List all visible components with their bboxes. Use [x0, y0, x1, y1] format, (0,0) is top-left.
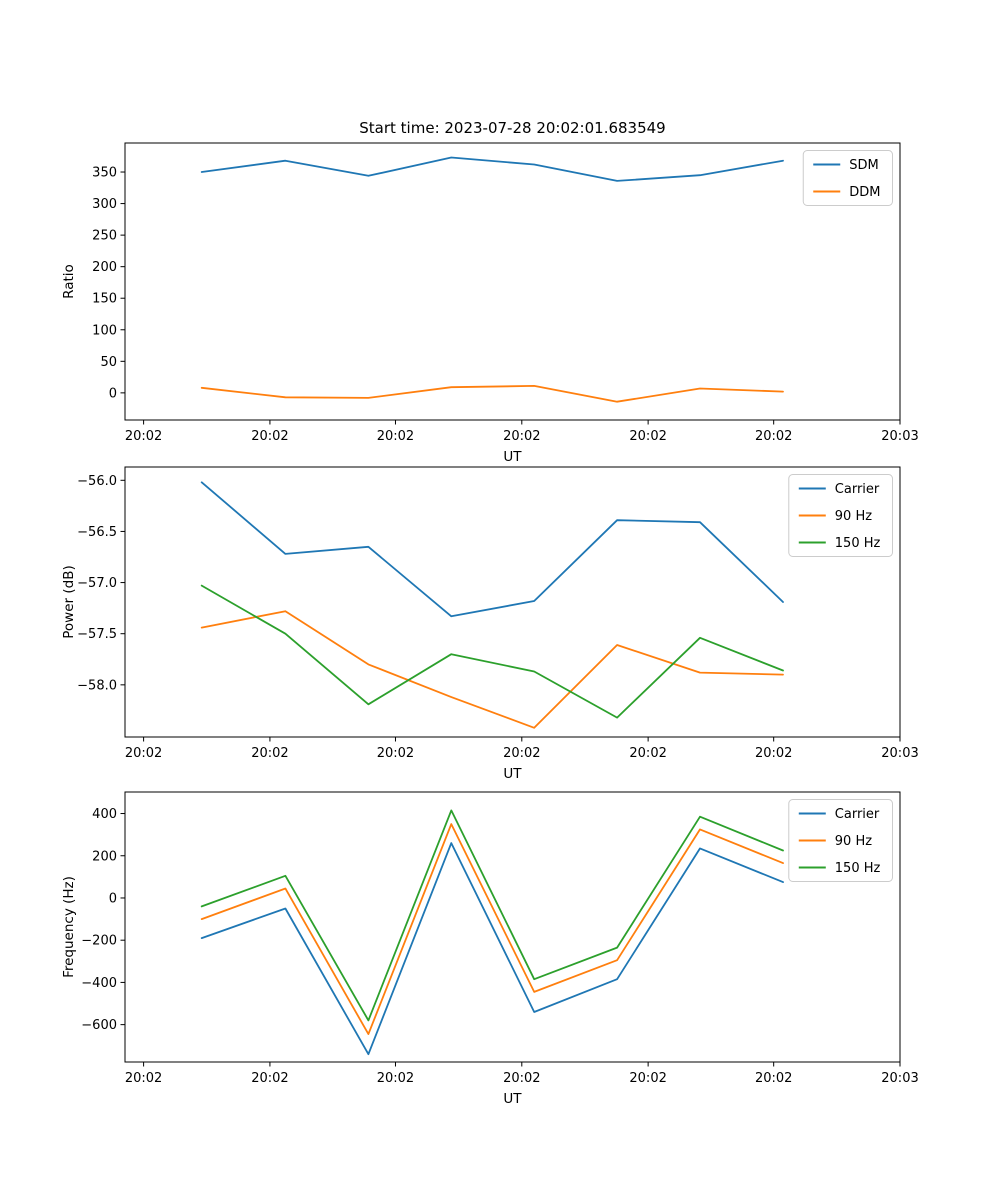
y-tick-label: 250: [92, 229, 117, 244]
x-tick-label: 20:02: [251, 1071, 288, 1086]
x-tick-label: 20:02: [125, 1071, 162, 1086]
x-tick-label: 20:02: [125, 746, 162, 761]
x-tick-label: 20:02: [251, 429, 288, 444]
y-axis: 0 50 100 150 200 250 300 350: [92, 166, 125, 401]
figure-title: Start time: 2023-07-28 20:02:01.683549: [359, 119, 666, 137]
y-axis-label: Ratio: [61, 264, 77, 299]
x-tick-label: 20:02: [629, 746, 666, 761]
legend-label: Carrier: [835, 807, 880, 822]
x-axis: 20:02 20:02 20:02 20:02 20:02 20:02 20:03: [125, 420, 919, 444]
x-tick-label: 20:02: [377, 746, 414, 761]
legend-box: [788, 799, 893, 882]
y-tick-label: 100: [92, 323, 117, 338]
series-line-90-hz: [200, 823, 784, 1035]
x-axis: 20:02 20:02 20:02 20:02 20:02 20:02 20:03: [125, 1062, 919, 1086]
y-axis-label: Frequency (Hz): [61, 876, 77, 978]
y-axis: −600 −400 −200 0 200 400: [81, 807, 125, 1033]
x-tick-label: 20:02: [755, 746, 792, 761]
legend-label: DDM: [849, 185, 880, 200]
y-tick-label: −56.0: [77, 474, 117, 489]
y-tick-label: 0: [109, 891, 117, 906]
y-tick-label: −57.0: [77, 576, 117, 591]
y-tick-label: 300: [92, 197, 117, 212]
subplot-power: −58.0−57.5−57.0−56.5−56.020:02 20:02 20:02…: [61, 466, 919, 782]
x-tick-label: 20:02: [629, 429, 666, 444]
series-line-ddm: [200, 384, 784, 403]
x-axis-label: UT: [503, 1091, 522, 1107]
y-tick-label: −600: [81, 1018, 117, 1033]
y-tick-label: 200: [92, 849, 117, 864]
legend: Carrier 90 Hz 150 Hz: [788, 474, 893, 557]
x-tick-label: 20:03: [881, 1071, 918, 1086]
x-tick-label: 20:02: [503, 1071, 540, 1086]
legend: SDM DDM: [802, 150, 893, 206]
x-tick-label: 20:02: [503, 746, 540, 761]
y-tick-label: −200: [81, 934, 117, 949]
x-axis-label: UT: [503, 449, 522, 465]
y-axis-label: Power (dB): [61, 565, 77, 638]
legend-label: SDM: [849, 158, 878, 173]
y-axis: −58.0 −57.5 −57.0 −56.5 −56.0: [77, 474, 125, 693]
x-axis-label: UT: [503, 766, 522, 782]
series-line-carrier: [200, 842, 784, 1056]
legend-label: 150 Hz: [835, 536, 881, 551]
x-axis: 20:02 20:02 20:02 20:02 20:02 20:02 20:03: [125, 737, 919, 761]
legend: Carrier 90 Hz 150 Hz: [788, 799, 893, 882]
x-tick-label: 20:02: [251, 746, 288, 761]
x-tick-label: 20:02: [755, 1071, 792, 1086]
x-tick-label: 20:02: [629, 1071, 666, 1086]
legend-label: 90 Hz: [835, 509, 872, 524]
series-line-150-hz: [200, 809, 784, 1022]
x-tick-label: 20:02: [755, 429, 792, 444]
x-tick-label: 20:02: [377, 1071, 414, 1086]
legend-label: 150 Hz: [835, 861, 881, 876]
y-tick-label: 50: [100, 355, 117, 370]
y-tick-label: −400: [81, 976, 117, 991]
legend-label: Carrier: [835, 482, 880, 497]
axes-frame: [124, 142, 901, 421]
y-tick-label: 400: [92, 807, 117, 822]
x-tick-label: 20:02: [125, 429, 162, 444]
axes-frame: [124, 466, 901, 738]
x-tick-label: 20:02: [503, 429, 540, 444]
x-tick-label: 20:03: [881, 746, 918, 761]
series-line-sdm: [200, 156, 784, 182]
x-tick-label: 20:02: [377, 429, 414, 444]
axes-frame: [124, 791, 901, 1063]
series-line-150-hz: [200, 584, 784, 719]
y-tick-label: −58.0: [77, 678, 117, 693]
y-tick-label: 200: [92, 260, 117, 275]
y-tick-label: 350: [92, 166, 117, 181]
legend-box: [788, 474, 893, 557]
y-tick-label: −56.5: [77, 525, 117, 540]
series-line-carrier: [200, 481, 784, 618]
y-tick-label: 0: [109, 386, 117, 401]
y-tick-label: 150: [92, 292, 117, 307]
legend-label: 90 Hz: [835, 834, 872, 849]
series-line-90-hz: [200, 610, 784, 729]
x-tick-label: 20:03: [881, 429, 918, 444]
y-tick-label: −57.5: [77, 627, 117, 642]
